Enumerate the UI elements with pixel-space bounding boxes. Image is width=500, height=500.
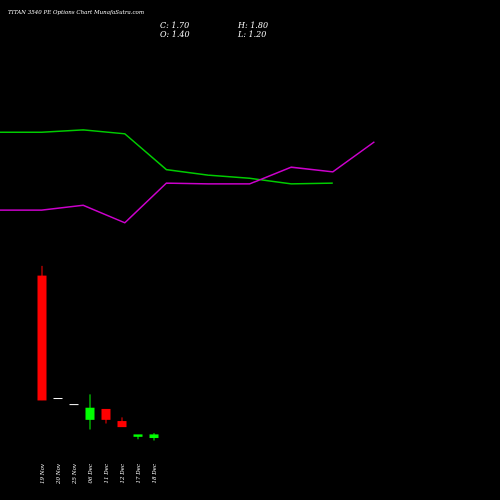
line-series-1 — [0, 129, 333, 185]
x-tick-label: 17 Dec — [136, 464, 142, 484]
close-value: C: 1.70 — [160, 21, 190, 30]
x-tick-label: 20 Nov — [56, 463, 62, 485]
x-tick-label: 11 Dec — [104, 464, 110, 484]
candle-body — [133, 434, 143, 437]
line-series-2 — [0, 141, 375, 224]
candle-body — [101, 408, 111, 420]
chart-title: TITAN 3540 PE Options Chart MunafaSutra.… — [8, 10, 145, 16]
x-tick-label: 25 Nov — [72, 463, 78, 485]
candle-body — [117, 421, 127, 428]
x-tick-label: 19 Nov — [40, 463, 46, 484]
high-value: H: 1.80 — [238, 21, 269, 30]
x-tick-label: 18 Dec — [152, 464, 158, 484]
candle-body — [37, 275, 47, 401]
candle-body — [85, 407, 95, 420]
candle-body — [149, 434, 159, 439]
candle-body — [53, 398, 63, 400]
x-tick-label: 12 Dec — [120, 464, 126, 484]
candle-body — [69, 404, 79, 406]
x-tick-label: 06 Dec — [88, 464, 94, 484]
low-value: L: 1.20 — [238, 30, 267, 39]
open-value: O: 1.40 — [160, 30, 190, 39]
